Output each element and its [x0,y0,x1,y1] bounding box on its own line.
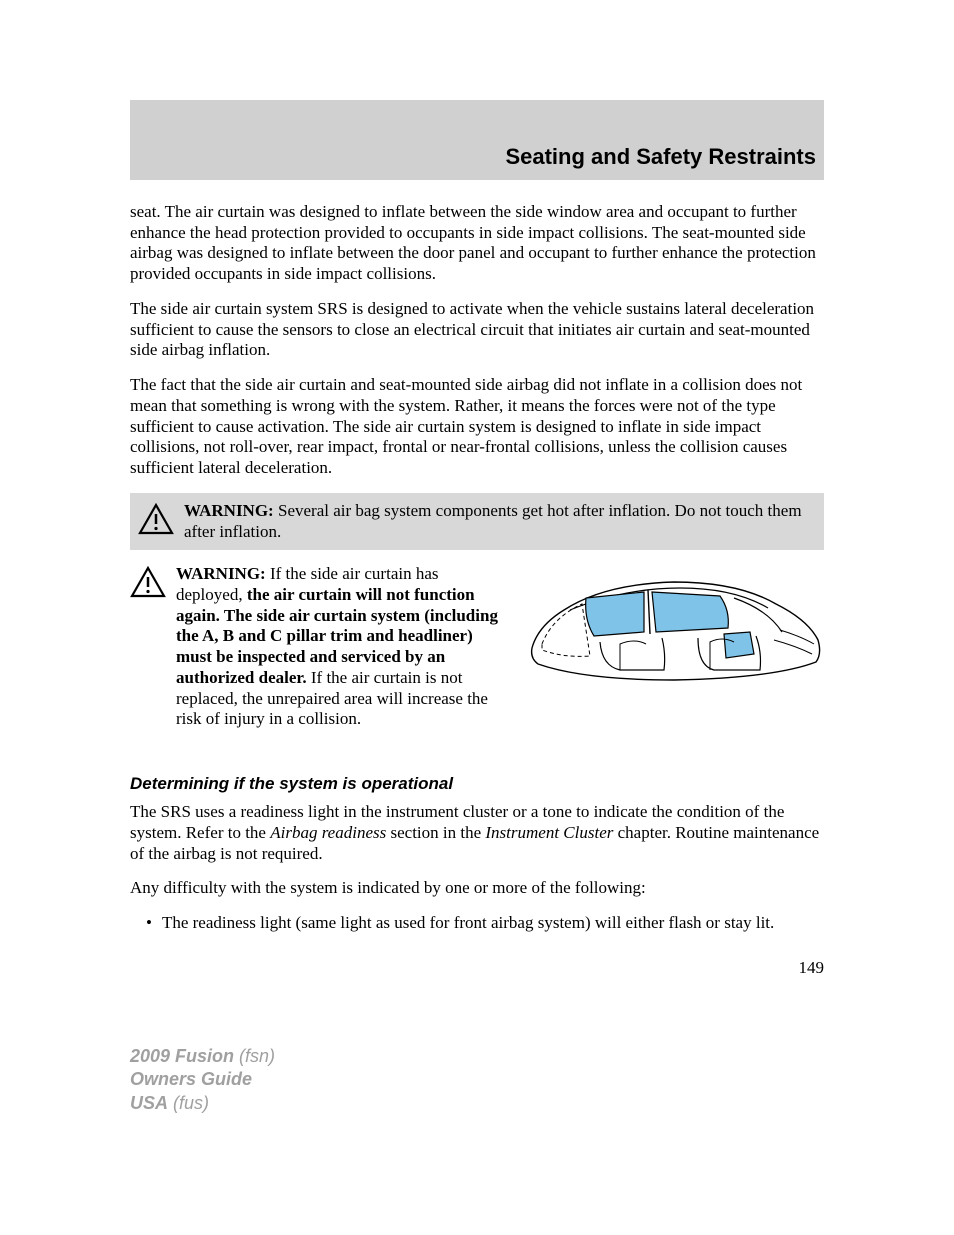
warning-triangle-icon [130,566,166,598]
side-air-curtain-diagram [524,570,824,700]
warning-box: WARNING: If the side air curtain has dep… [130,564,506,730]
body-paragraph: The side air curtain system SRS is desig… [130,299,824,361]
section-title: Seating and Safety Restraints [505,144,816,170]
list-item: The readiness light (same light as used … [146,913,824,934]
footer-model: 2009 Fusion [130,1046,234,1066]
text-run-italic: Instrument Cluster [485,823,613,842]
footer-code: (fus) [168,1093,209,1113]
footer-line: 2009 Fusion (fsn) [130,1045,275,1068]
body-paragraph: seat. The air curtain was designed to in… [130,202,824,285]
warning-box: WARNING: Several air bag system componen… [130,493,824,550]
warning-body: Several air bag system components get ho… [184,501,802,541]
page-number: 149 [130,958,824,978]
body-paragraph: Any difficulty with the system is indica… [130,878,824,899]
text-run: section in the [386,823,485,842]
footer: 2009 Fusion (fsn) Owners Guide USA (fus) [130,1045,275,1115]
warning-text: WARNING: If the side air curtain has dep… [176,564,506,730]
footer-line: USA (fus) [130,1092,275,1115]
section-header-bar: Seating and Safety Restraints [130,100,824,180]
body-paragraph: The fact that the side air curtain and s… [130,375,824,479]
footer-line: Owners Guide [130,1068,275,1091]
warning-column: WARNING: If the side air curtain has dep… [130,564,506,744]
figure-column [524,564,824,744]
bullet-list: The readiness light (same light as used … [146,913,824,934]
body-paragraph: The SRS uses a readiness light in the in… [130,802,824,864]
warning-label: WARNING: [176,564,266,583]
text-run-italic: Airbag readiness [270,823,386,842]
warning-text: WARNING: Several air bag system componen… [184,501,814,542]
page-content: Seating and Safety Restraints seat. The … [0,0,954,1018]
warning-triangle-icon [138,503,174,535]
footer-code: (fsn) [234,1046,275,1066]
subheading: Determining if the system is operational [130,774,824,794]
warning-label: WARNING: [184,501,274,520]
footer-region: USA [130,1093,168,1113]
warning-with-figure-row: WARNING: If the side air curtain has dep… [130,564,824,744]
